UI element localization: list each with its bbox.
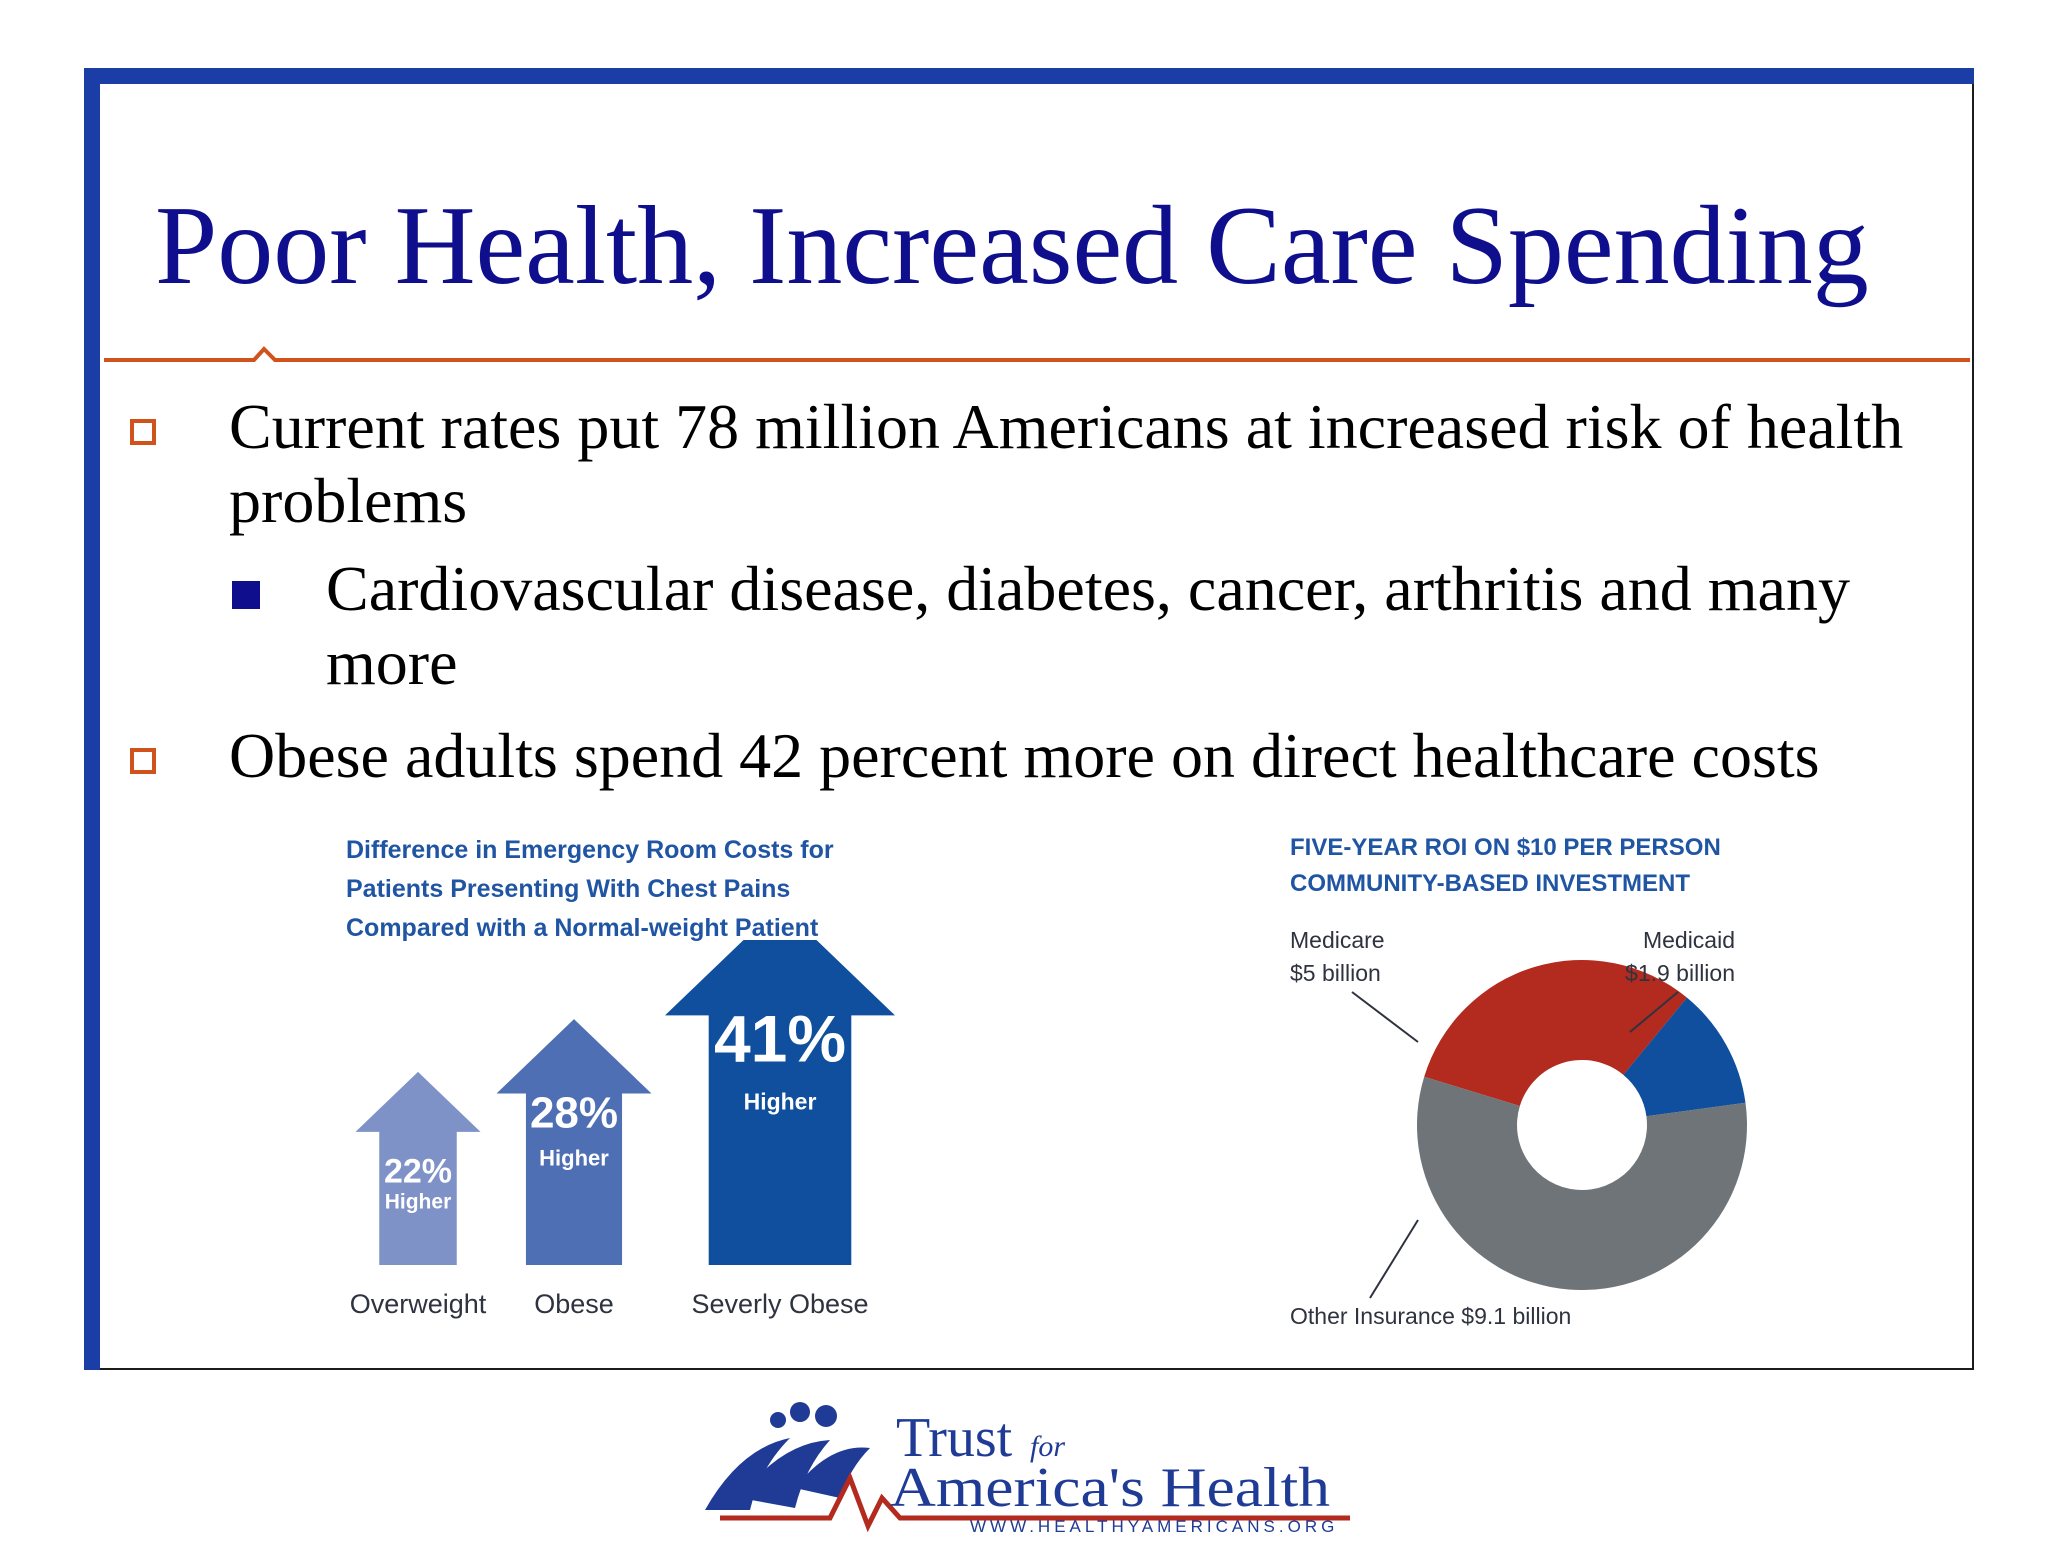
arrow-value-label: 28% <box>530 1089 618 1138</box>
er-cost-arrow-chart: 22%HigherOverweight28%HigherObese41%High… <box>350 940 895 1319</box>
logo-americas-health: America's Health <box>890 1457 1330 1519</box>
arrow-category-label: Obese <box>534 1289 614 1319</box>
donut-slice <box>1623 997 1746 1117</box>
er-cost-chart-title-line: Patients Presenting With Chest Pains <box>346 875 791 903</box>
er-cost-chart-title-line: Compared with a Normal-weight Patient <box>346 914 819 942</box>
people-heartbeat-icon: Trust for America's Health WWW.HEALTHYAM… <box>705 1402 1350 1536</box>
leader-line <box>1351 991 1419 1043</box>
arrow-sub-label: Higher <box>744 1089 817 1115</box>
slide-left-bar <box>84 68 100 1370</box>
logo-trust: Trust <box>896 1407 1013 1469</box>
roi-chart-title-line: FIVE-YEAR ROI ON $10 PER PERSON <box>1290 834 1721 861</box>
title-underline <box>104 346 1970 362</box>
roi-chart-title-line: COMMUNITY-BASED INVESTMENT <box>1290 870 1691 897</box>
arrow-sub-label: Higher <box>539 1146 609 1171</box>
donut-slice <box>1424 960 1687 1106</box>
arrow-category-label: Overweight <box>350 1289 487 1319</box>
slice-value-label: Other Insurance $9.1 billion <box>1290 1303 1571 1329</box>
roi-chart-title: FIVE-YEAR ROI ON $10 PER PERSON COMMUNIT… <box>1290 830 1721 902</box>
arrow-value-label: 22% <box>384 1153 452 1191</box>
sub-bullet-text: Cardiovascular disease, diabetes, cancer… <box>326 553 1850 698</box>
slice-value-label: $1.9 billion <box>1625 960 1735 986</box>
er-cost-chart-title-line: Difference in Emergency Room Costs for <box>346 836 834 864</box>
bullet-marker <box>130 748 156 774</box>
donut-slice <box>1417 1076 1747 1290</box>
slice-name-label: Medicare <box>1290 927 1385 953</box>
leader-line <box>1369 1219 1419 1299</box>
slice-value-label: $5 billion <box>1290 960 1381 986</box>
arrow-bar <box>665 940 895 1265</box>
er-cost-chart-title: Difference in Emergency Room Costs for P… <box>346 831 834 948</box>
arrow-bar <box>496 1019 652 1265</box>
tfah-logo: Trust for America's Health WWW.HEALTHYAM… <box>700 1398 1360 1536</box>
bullet-text: Current rates put 78 million Americans a… <box>229 391 1904 536</box>
logo-for: for <box>1030 1430 1065 1463</box>
arrow-value-label: 41% <box>714 1002 846 1076</box>
bullet-text: Obese adults spend 42 percent more on di… <box>229 720 1820 791</box>
arrow-bar <box>355 1071 481 1265</box>
roi-donut-chart: Medicare $5 billion Medicaid $1.9 billion Ot… <box>1290 927 1747 1329</box>
bullet-marker <box>130 419 156 445</box>
arrow-category-label: Severly Obese <box>691 1289 868 1319</box>
logo-url: WWW.HEALTHYAMERICANS.ORG <box>970 1517 1338 1536</box>
slide-title: Poor Health, Increased Care Spending <box>155 184 1869 308</box>
arrow-sub-label: Higher <box>385 1191 452 1214</box>
leader-line <box>1629 991 1679 1033</box>
slide-top-bar <box>84 68 1974 84</box>
slice-name-label: Medicaid <box>1643 927 1735 953</box>
sub-bullet-marker <box>232 581 260 609</box>
